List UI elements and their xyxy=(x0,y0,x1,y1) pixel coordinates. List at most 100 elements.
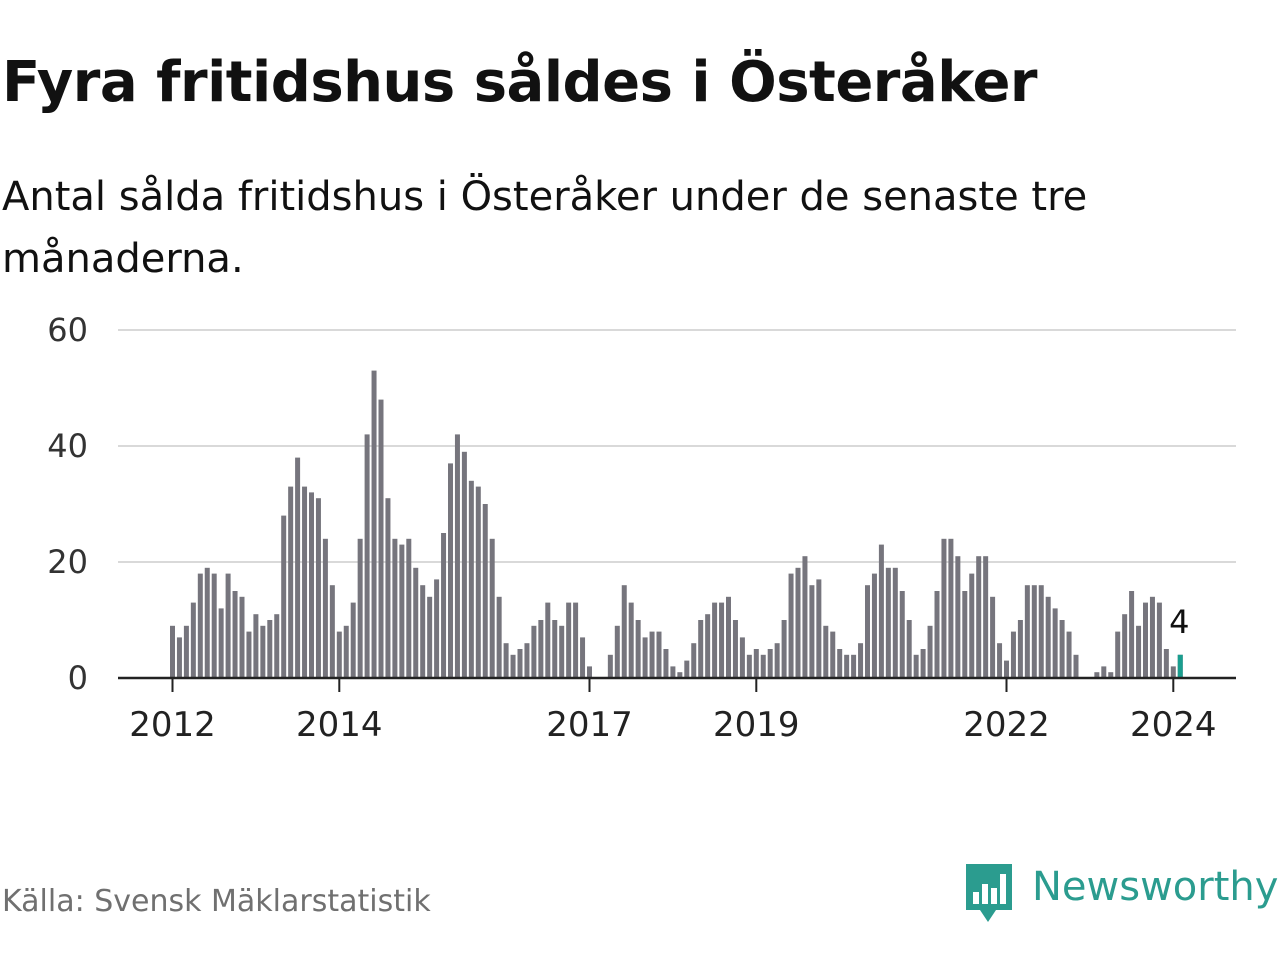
bar xyxy=(691,643,697,678)
bar xyxy=(809,585,815,678)
bar xyxy=(246,631,252,678)
bar xyxy=(892,567,898,678)
bar xyxy=(1163,649,1169,678)
bar xyxy=(545,602,551,678)
bar xyxy=(656,631,662,678)
bar xyxy=(413,567,419,678)
bar xyxy=(976,556,982,678)
y-tick-label: 0 xyxy=(68,659,88,697)
bar xyxy=(406,538,412,678)
bar xyxy=(336,631,342,678)
bar xyxy=(448,463,453,678)
bar xyxy=(913,654,919,678)
bar xyxy=(170,625,175,678)
x-tick-label: 2014 xyxy=(296,705,383,745)
bar xyxy=(684,660,690,678)
bar xyxy=(705,614,711,678)
bar xyxy=(1024,585,1030,678)
bar xyxy=(239,596,245,678)
bar xyxy=(1073,654,1079,678)
bar xyxy=(573,602,579,678)
bar-chart: 0 20 40 60 4 2012 2014 2017 2019 2022 2024 xyxy=(47,311,1236,745)
x-tick-label: 2012 xyxy=(129,705,216,745)
bar xyxy=(420,585,426,678)
bar xyxy=(899,591,905,678)
y-tick-label: 20 xyxy=(47,543,88,581)
bar xyxy=(997,643,1003,678)
bar xyxy=(309,492,314,678)
bar xyxy=(232,591,238,678)
axis-labels: 0 20 40 60 4 2012 2014 2017 2019 2022 2024 xyxy=(47,311,1216,745)
bar xyxy=(712,602,718,678)
newsworthy-logo[interactable]: Newsworthy xyxy=(964,862,1278,924)
bar xyxy=(990,596,996,678)
bar xyxy=(427,596,433,678)
bar xyxy=(1108,672,1114,678)
bar xyxy=(677,672,683,678)
bar xyxy=(176,637,182,678)
bar xyxy=(628,602,634,678)
bar xyxy=(955,556,961,678)
bar xyxy=(253,614,259,678)
bar xyxy=(885,567,891,678)
bar xyxy=(510,654,516,678)
bar xyxy=(559,625,565,678)
x-tick-label: 2019 xyxy=(713,705,800,745)
x-tick-label: 2022 xyxy=(963,705,1050,745)
bar xyxy=(1052,608,1058,678)
bar xyxy=(878,544,884,678)
bar xyxy=(948,538,954,678)
bar xyxy=(566,602,572,678)
bar xyxy=(1059,620,1065,678)
x-axis xyxy=(118,676,1236,692)
bar xyxy=(934,591,940,678)
y-tick-label: 60 xyxy=(47,311,88,349)
bar xyxy=(580,637,586,678)
bar xyxy=(1129,591,1135,678)
bar xyxy=(1122,614,1128,678)
bar xyxy=(816,579,822,678)
bar xyxy=(788,573,794,678)
bar xyxy=(1045,596,1051,678)
highlight-bar xyxy=(1177,654,1183,678)
bar xyxy=(739,637,745,678)
bar xyxy=(281,515,287,678)
bar xyxy=(350,602,356,678)
bar xyxy=(774,643,780,678)
bar xyxy=(969,573,975,678)
bar xyxy=(941,538,947,678)
bar xyxy=(726,596,731,678)
bar xyxy=(211,573,217,678)
bar xyxy=(454,434,460,678)
bar xyxy=(698,620,704,678)
bar xyxy=(552,620,558,678)
bar xyxy=(962,591,968,678)
source-note: Källa: Svensk Mäklarstatistik xyxy=(2,884,431,919)
bar xyxy=(851,654,857,678)
bar xyxy=(392,538,398,678)
bar xyxy=(274,614,280,678)
bar xyxy=(190,602,196,678)
bar xyxy=(343,625,349,678)
bar xyxy=(357,538,363,678)
bar xyxy=(767,649,773,678)
bar xyxy=(315,498,321,678)
bar xyxy=(621,585,627,678)
bar xyxy=(378,399,384,678)
bar xyxy=(197,573,203,678)
bar xyxy=(1017,620,1023,678)
bar xyxy=(489,538,495,678)
bar xyxy=(371,370,377,678)
bar xyxy=(1101,666,1107,678)
bar xyxy=(385,498,391,678)
bar xyxy=(858,643,864,678)
bar xyxy=(225,573,231,678)
bar xyxy=(802,556,808,678)
bar xyxy=(649,631,655,678)
bar xyxy=(753,649,759,678)
bar xyxy=(837,649,843,678)
bar xyxy=(1143,602,1148,678)
bar xyxy=(517,649,523,678)
bar xyxy=(1149,596,1155,678)
bar xyxy=(260,625,266,678)
